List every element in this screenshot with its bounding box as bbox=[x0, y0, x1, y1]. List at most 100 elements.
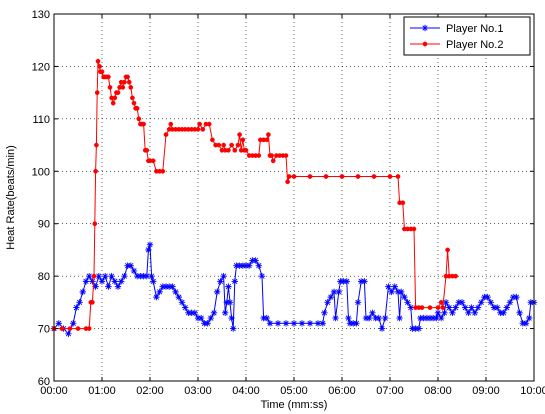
data-point bbox=[146, 241, 154, 248]
data-point bbox=[387, 174, 393, 179]
data-point bbox=[91, 273, 97, 279]
data-point bbox=[67, 326, 73, 331]
data-point bbox=[438, 300, 444, 305]
data-point bbox=[220, 272, 227, 280]
data-point bbox=[500, 309, 507, 317]
y-tick-label: 130 bbox=[32, 9, 50, 21]
data-point bbox=[345, 314, 352, 322]
data-point bbox=[229, 142, 234, 148]
data-point bbox=[407, 304, 414, 311]
data-point bbox=[226, 147, 231, 153]
data-point bbox=[433, 314, 440, 322]
data-point bbox=[274, 320, 282, 327]
data-point bbox=[216, 142, 222, 148]
data-point bbox=[269, 153, 274, 158]
data-point bbox=[240, 137, 246, 143]
data-point bbox=[235, 142, 241, 148]
y-tick-label: 110 bbox=[32, 114, 50, 126]
data-point bbox=[270, 158, 276, 164]
data-point bbox=[110, 100, 116, 106]
data-point bbox=[182, 304, 189, 311]
data-point bbox=[335, 288, 342, 296]
data-point bbox=[94, 90, 100, 95]
data-point bbox=[445, 247, 450, 253]
x-tick-label: 02:00 bbox=[136, 385, 164, 397]
data-point bbox=[332, 314, 339, 322]
data-point bbox=[204, 320, 211, 327]
data-point bbox=[314, 320, 322, 327]
data-point bbox=[452, 304, 459, 311]
data-point bbox=[307, 174, 313, 179]
data-point bbox=[95, 58, 101, 64]
data-point bbox=[150, 278, 157, 285]
data-point bbox=[422, 41, 428, 47]
data-point bbox=[258, 272, 266, 280]
data-point bbox=[86, 326, 92, 331]
data-point bbox=[446, 304, 453, 311]
data-point bbox=[130, 267, 138, 275]
data-point bbox=[210, 137, 215, 143]
data-point bbox=[263, 314, 270, 322]
data-point bbox=[120, 85, 126, 90]
data-point bbox=[175, 293, 182, 301]
data-point bbox=[79, 288, 86, 296]
data-point bbox=[114, 283, 122, 290]
x-tick-label: 08:00 bbox=[424, 385, 452, 397]
data-point bbox=[143, 272, 150, 280]
x-tick-label: 00:00 bbox=[40, 385, 68, 397]
data-point bbox=[210, 309, 218, 317]
data-point bbox=[106, 74, 111, 80]
data-point bbox=[385, 283, 392, 290]
data-point bbox=[440, 305, 446, 310]
data-point bbox=[434, 309, 442, 317]
x-tick-label: 06:00 bbox=[328, 385, 356, 397]
data-point bbox=[513, 293, 520, 301]
data-point bbox=[462, 304, 469, 311]
data-point bbox=[73, 304, 80, 311]
data-point bbox=[266, 320, 274, 327]
data-point bbox=[207, 314, 214, 322]
data-point bbox=[283, 153, 289, 158]
legend: Player No.1 Player No.2 bbox=[403, 16, 531, 56]
y-tick-label: 80 bbox=[38, 271, 50, 283]
data-point bbox=[111, 278, 118, 285]
data-point bbox=[290, 320, 298, 327]
data-point bbox=[82, 278, 90, 285]
data-point bbox=[102, 272, 109, 280]
data-point bbox=[228, 314, 235, 322]
data-point bbox=[169, 283, 176, 290]
x-tick-label: 04:00 bbox=[232, 385, 260, 397]
data-point bbox=[252, 257, 259, 264]
data-point bbox=[401, 293, 408, 301]
data-point bbox=[355, 174, 361, 179]
data-point bbox=[516, 309, 523, 317]
series-2 bbox=[51, 58, 458, 331]
data-point bbox=[131, 100, 137, 106]
data-point bbox=[59, 326, 65, 331]
data-point bbox=[330, 288, 338, 296]
series-1 bbox=[50, 241, 538, 338]
data-point bbox=[324, 299, 331, 306]
data-point bbox=[484, 293, 491, 301]
data-point bbox=[339, 174, 345, 179]
data-point bbox=[108, 272, 115, 280]
data-point bbox=[122, 79, 127, 85]
data-point bbox=[125, 74, 130, 80]
data-point bbox=[232, 147, 238, 153]
data-point bbox=[197, 121, 202, 127]
data-point bbox=[449, 309, 456, 317]
data-point bbox=[70, 320, 77, 327]
data-point bbox=[95, 272, 102, 280]
data-point bbox=[327, 293, 334, 301]
legend-label: Player No.2 bbox=[446, 39, 503, 51]
data-point bbox=[107, 85, 113, 90]
data-point bbox=[442, 299, 450, 306]
data-point bbox=[354, 299, 362, 306]
y-tick-label: 60 bbox=[38, 376, 50, 388]
data-point bbox=[435, 305, 441, 310]
data-point bbox=[150, 158, 156, 164]
data-point bbox=[441, 309, 448, 317]
data-point bbox=[369, 309, 376, 317]
data-point bbox=[126, 79, 132, 85]
